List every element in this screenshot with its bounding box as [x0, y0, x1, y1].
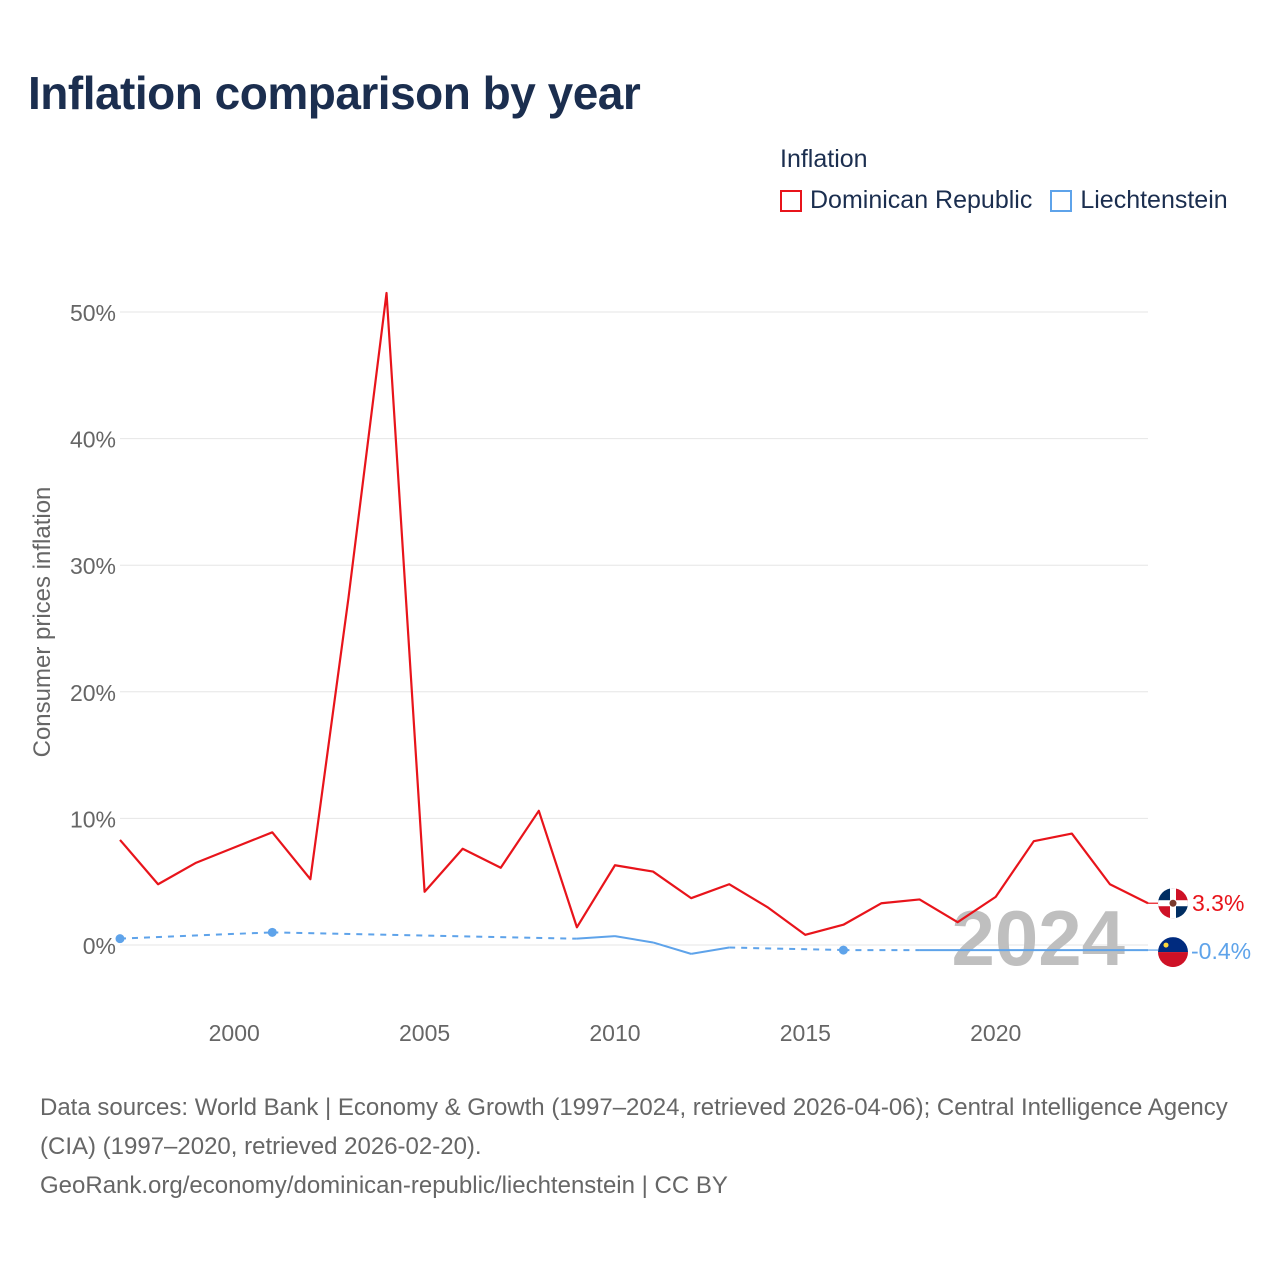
flag-crown	[1163, 942, 1169, 948]
legend-swatch-dominican-republic	[780, 189, 802, 212]
series-segment-liechtenstein	[272, 931, 577, 940]
footer: Data sources: World Bank | Economy & Gro…	[40, 1088, 1250, 1205]
y-tick-label: 0%	[83, 933, 116, 959]
flag-band	[1158, 937, 1188, 953]
source-url[interactable]: GeoRank.org/economy/dominican-republic/l…	[40, 1172, 728, 1199]
chart-title: Inflation comparison by year	[28, 67, 641, 119]
line-chart: 0% 10% 20% 30% 40% 50% 2000 2005 2010 2015 2020 Con…	[29, 291, 1251, 1046]
legend-title: Inflation	[780, 145, 868, 173]
y-tick-label: 40%	[70, 427, 116, 453]
x-tick-label: 2000	[209, 1020, 260, 1046]
flag-band	[1158, 952, 1188, 968]
legend-label-liechtenstein: Liechtenstein	[1080, 186, 1228, 214]
flag-emblem	[1169, 899, 1177, 907]
data-point-liechtenstein	[838, 945, 848, 955]
end-label-dominican-republic: 3.3%	[1192, 890, 1244, 916]
flag-body	[1158, 937, 1188, 968]
y-tick-label: 10%	[70, 806, 116, 832]
data-sources-text: Data sources: World Bank | Economy & Gro…	[40, 1094, 1228, 1160]
legend-item-dominican-republic[interactable]: Dominican Republic	[780, 186, 1032, 215]
legend-label-dominican-republic: Dominican Republic	[810, 186, 1033, 214]
series-segment-liechtenstein	[652, 941, 692, 955]
liechtenstein-flag-icon	[1158, 937, 1188, 968]
end-label-liechtenstein: -0.4%	[1191, 938, 1251, 964]
series-segment-liechtenstein	[119, 931, 273, 940]
x-tick-label: 2010	[589, 1020, 640, 1046]
flag-body	[1158, 888, 1188, 919]
legend-item-liechtenstein[interactable]: Liechtenstein	[1050, 186, 1228, 215]
legend: Inflation Dominican Republic Liechtenste…	[780, 144, 1246, 215]
y-tick-label: 30%	[70, 553, 116, 579]
series-segment-liechtenstein	[576, 935, 616, 940]
x-tick-label: 2020	[970, 1020, 1021, 1046]
dominican-republic-flag-icon	[1158, 888, 1188, 919]
data-point-liechtenstein	[267, 927, 277, 937]
series-segment-liechtenstein	[614, 935, 654, 944]
series-segment-liechtenstein	[729, 946, 844, 952]
y-tick-label: 50%	[70, 300, 116, 326]
x-tick-label: 2015	[780, 1020, 831, 1046]
year-watermark: 2024	[951, 894, 1125, 982]
legend-swatch-liechtenstein	[1050, 189, 1073, 212]
y-axis-label: Consumer prices inflation	[29, 487, 56, 758]
series-line-dominican-republic	[119, 291, 1149, 936]
series-segment-liechtenstein	[690, 946, 730, 955]
data-point-liechtenstein	[115, 934, 125, 944]
y-tick-label: 20%	[70, 680, 116, 706]
x-tick-label: 2005	[399, 1020, 450, 1046]
